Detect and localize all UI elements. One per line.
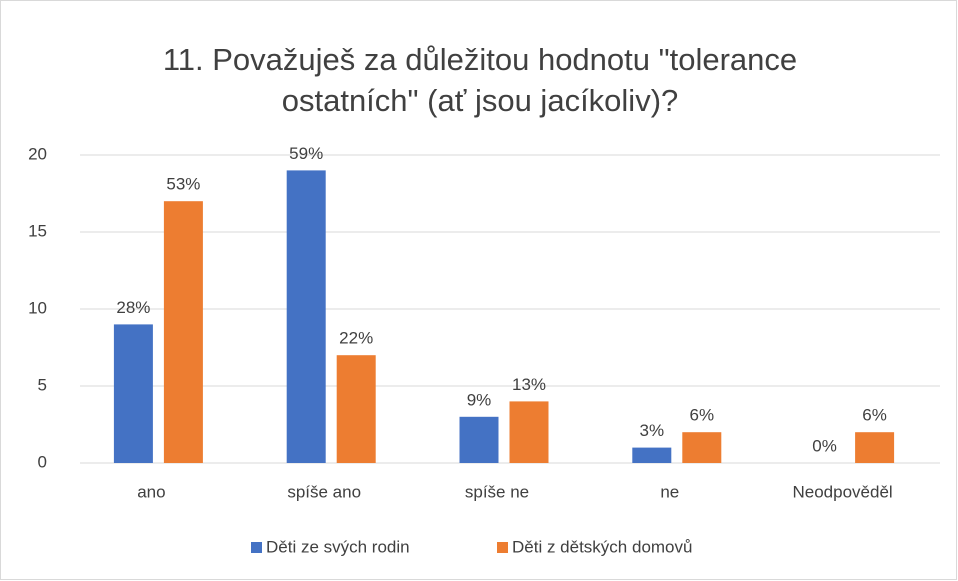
data-label: 59% xyxy=(289,144,323,163)
x-tick-label: spíše ano xyxy=(287,482,361,501)
data-label: 13% xyxy=(512,375,546,394)
legend-swatch xyxy=(251,542,262,553)
data-label: 28% xyxy=(116,298,150,317)
data-label: 53% xyxy=(166,175,200,194)
x-tick-label: ano xyxy=(137,482,165,501)
y-tick-label: 20 xyxy=(28,144,47,163)
bar xyxy=(682,432,722,463)
bar xyxy=(509,401,549,463)
bar xyxy=(855,432,895,463)
y-tick-label: 0 xyxy=(38,452,47,471)
y-tick-label: 5 xyxy=(38,375,47,394)
legend-label: Děti z dětských domovů xyxy=(512,537,692,556)
bar xyxy=(632,447,672,463)
x-tick-label: ne xyxy=(660,482,679,501)
data-label: 3% xyxy=(640,421,665,440)
legend-label: Děti ze svých rodin xyxy=(266,537,410,556)
x-tick-label: spíše ne xyxy=(465,482,529,501)
bar xyxy=(459,416,499,463)
legend-swatch xyxy=(497,542,508,553)
chart-title: 11. Považuješ za důležitou hodnotu "tole… xyxy=(163,42,797,77)
chart-title: ostatních" (ať jsou jacíkoliv)? xyxy=(282,83,679,118)
data-label: 9% xyxy=(467,390,492,409)
bar xyxy=(336,355,376,463)
data-label: 22% xyxy=(339,329,373,348)
bar xyxy=(113,324,153,463)
y-tick-label: 15 xyxy=(28,221,47,240)
bar xyxy=(163,201,203,463)
x-tick-label: Neodpověděl xyxy=(792,482,892,501)
data-label: 6% xyxy=(862,406,887,425)
data-label: 6% xyxy=(690,406,715,425)
data-label: 0% xyxy=(812,436,837,455)
y-tick-label: 10 xyxy=(28,298,47,317)
bar xyxy=(286,170,326,463)
